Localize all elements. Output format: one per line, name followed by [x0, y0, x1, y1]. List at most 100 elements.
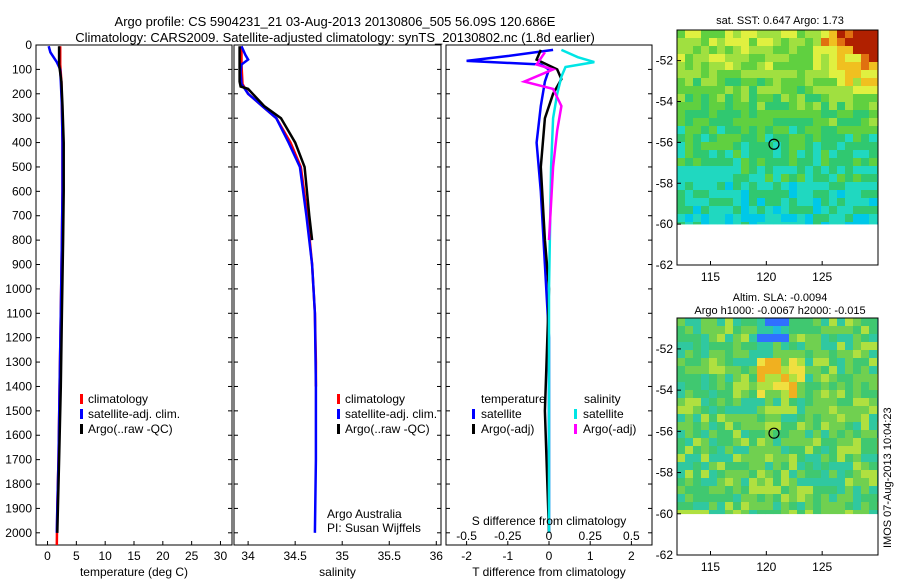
map-cell [765, 166, 774, 175]
map-cell [685, 46, 694, 55]
x-tick-label-difference: -2 [461, 549, 472, 563]
map-y-tick-label: -62 [656, 548, 674, 562]
map-cell [773, 182, 782, 191]
map-cell [765, 478, 774, 487]
map-cell [749, 166, 758, 175]
map-cell [765, 414, 774, 423]
map-cell [741, 46, 750, 55]
map-cell [773, 406, 782, 415]
map-cell [717, 38, 726, 47]
map-cell [677, 462, 686, 471]
map-cell [837, 382, 846, 391]
map-cell [781, 502, 790, 511]
map-cell [757, 198, 766, 207]
map-cell [709, 206, 718, 215]
map-cell [717, 502, 726, 511]
map-cell [693, 318, 702, 327]
map-cell [733, 494, 742, 503]
annotation-text: PI: Susan Wijffels [327, 521, 421, 535]
map-cell [829, 166, 838, 175]
map-cell [797, 350, 806, 359]
map-cell [861, 174, 870, 183]
map-cell [693, 30, 702, 39]
map-cell [837, 334, 846, 343]
map-cell [853, 94, 862, 103]
map-cell [765, 406, 774, 415]
legend-label: Argo(-adj) [481, 422, 534, 436]
x-tick-label-temperature: 5 [73, 549, 80, 563]
sla-map-subtitle: Argo h1000: -0.0067 h2000: -0.015 [694, 305, 866, 317]
map-cell [869, 470, 878, 479]
map-cell [773, 342, 782, 351]
map-cell [725, 142, 734, 151]
map-cell [733, 86, 742, 95]
top-tick-label: 0 [546, 529, 553, 543]
map-cell [749, 54, 758, 63]
y-tick-label: 500 [12, 160, 32, 174]
map-cell [741, 374, 750, 383]
map-cell [757, 494, 766, 503]
map-cell [733, 166, 742, 175]
map-cell [813, 374, 822, 383]
map-cell [773, 430, 782, 439]
x-tick-label-salinity: 34.5 [283, 549, 307, 563]
map-cell [869, 430, 878, 439]
map-cell [861, 502, 870, 511]
map-cell [749, 318, 758, 327]
map-cell [805, 118, 814, 127]
map-cell [837, 54, 846, 63]
map-cell [845, 334, 854, 343]
map-cell [797, 182, 806, 191]
map-cell [813, 398, 822, 407]
map-cell [845, 478, 854, 487]
map-frame-sla-map [676, 317, 879, 556]
map-cell [749, 94, 758, 103]
x-tick-label-difference: 1 [587, 549, 594, 563]
x-tick-label-salinity: 36 [430, 549, 444, 563]
map-cell [749, 350, 758, 359]
map-cell [829, 446, 838, 455]
map-cell [765, 214, 774, 223]
map-cell [749, 366, 758, 375]
map-cell [821, 134, 830, 143]
map-cell [845, 46, 854, 55]
map-cell [765, 358, 774, 367]
map-cell [797, 206, 806, 215]
map-cell [733, 78, 742, 87]
map-cell [749, 486, 758, 495]
map-cell [741, 382, 750, 391]
map-cell [821, 446, 830, 455]
map-cell [733, 438, 742, 447]
map-cell [845, 510, 854, 515]
map-cell [789, 222, 798, 225]
map-cell [733, 390, 742, 399]
map-cell [781, 214, 790, 223]
map-cell [845, 430, 854, 439]
map-cell [797, 486, 806, 495]
map-cell [845, 174, 854, 183]
map-cell [861, 182, 870, 191]
legend-header: temperature [481, 392, 546, 406]
map-cell [717, 390, 726, 399]
map-cell [677, 318, 686, 327]
legend-swatch [574, 409, 577, 419]
map-cell [773, 134, 782, 143]
map-cell [693, 150, 702, 159]
map-cell [781, 102, 790, 111]
map-cell [861, 166, 870, 175]
map-cell [741, 70, 750, 79]
map-cell [741, 398, 750, 407]
map-cell [701, 318, 710, 327]
map-cell [717, 422, 726, 431]
map-cell [717, 510, 726, 515]
legend-swatch [337, 409, 340, 419]
map-cell [829, 102, 838, 111]
map-cell [813, 334, 822, 343]
map-cell [685, 78, 694, 87]
map-cell [757, 86, 766, 95]
map-cell [805, 454, 814, 463]
map-cell [829, 438, 838, 447]
map-cell [701, 510, 710, 515]
map-cell [797, 510, 806, 515]
x-axis-label-difference: T difference from climatology [472, 565, 626, 579]
